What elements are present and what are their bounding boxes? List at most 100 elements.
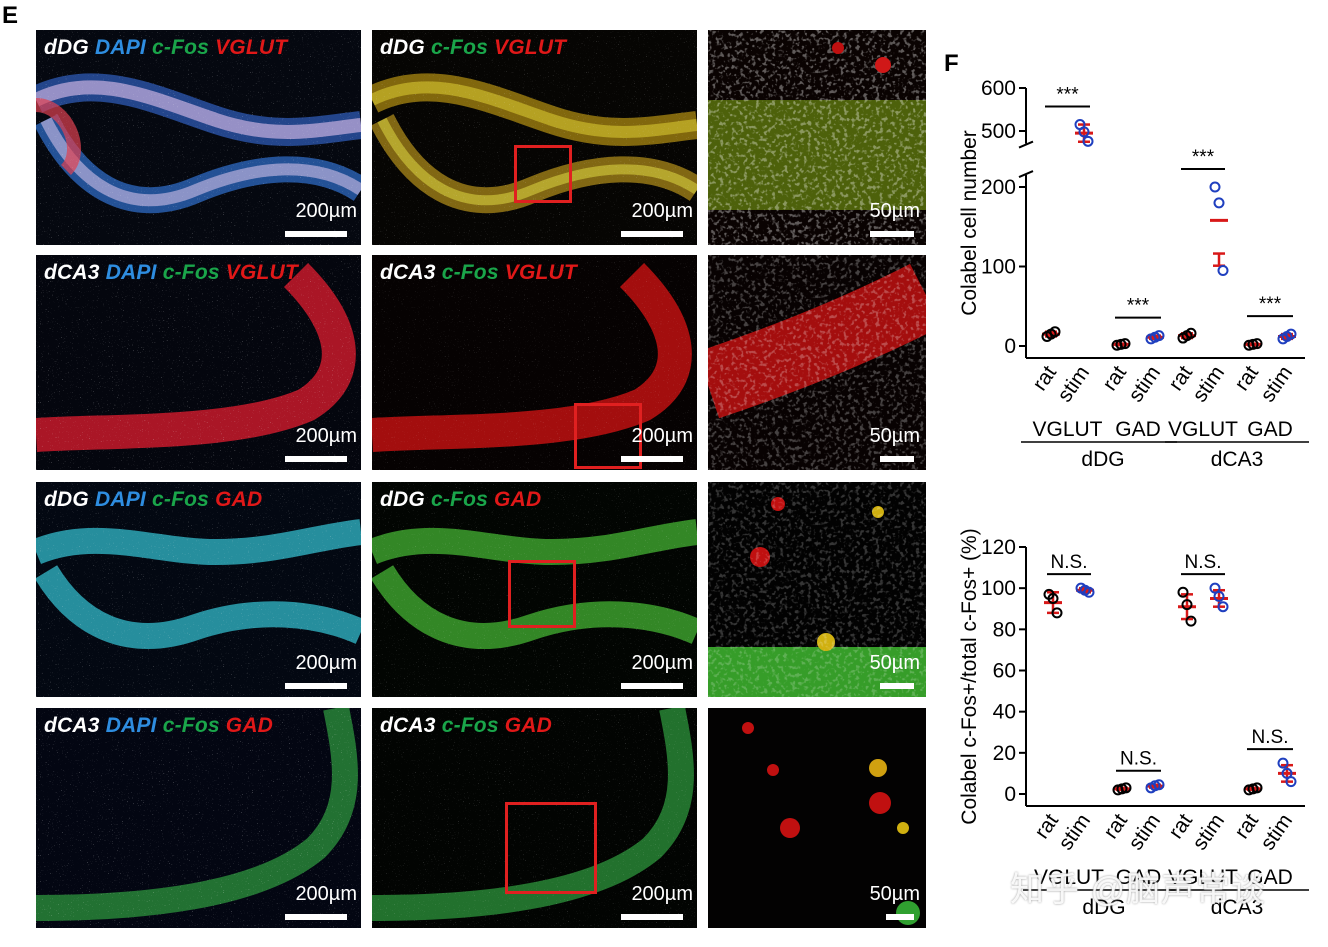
data-point — [1285, 776, 1297, 788]
significance-label: *** — [1127, 296, 1150, 317]
data-point — [1177, 586, 1189, 598]
region-label: dCA3 — [1211, 448, 1264, 471]
data-point — [1285, 328, 1297, 340]
scale-bar — [285, 914, 347, 920]
data-point — [1209, 181, 1221, 193]
scale-bar-label: 200µm — [631, 883, 693, 905]
data-point — [1277, 757, 1289, 769]
x-tick-label: stim — [1124, 362, 1165, 407]
scale-bar-label: 50µm — [869, 883, 920, 905]
scale-bar-label: 200µm — [295, 200, 357, 222]
scale-bar — [886, 914, 914, 920]
group-label: VGLUT — [1168, 418, 1238, 441]
micrograph-row3-merge: dDG DAPI c-Fos GAD 200µm — [36, 482, 361, 697]
y-tick-label: 600 — [981, 77, 1016, 100]
data-point — [1251, 782, 1263, 794]
micrograph-row4-zoom: 50µm — [708, 708, 926, 928]
y-tick-label: 100 — [981, 577, 1016, 600]
group-label: VGLUT — [1034, 866, 1104, 889]
scale-bar — [285, 456, 347, 462]
data-point — [1181, 599, 1193, 611]
group-label: GAD — [1116, 866, 1162, 889]
y-tick-label: 0 — [1004, 335, 1016, 358]
y-axis-label: Colabel c-Fos+/total c-Fos+ (%) — [958, 528, 981, 824]
micrograph-row1-merge: dDG DAPI c-Fos VGLUT 200µm — [36, 30, 361, 245]
scale-bar — [621, 683, 683, 689]
region-label: dDG — [1082, 896, 1125, 919]
roi-box — [574, 403, 642, 469]
scale-bar-label: 200µm — [631, 425, 693, 447]
significance-label: N.S. — [1051, 552, 1088, 573]
data-point — [1217, 264, 1229, 276]
micrograph-row2-zoom: 50µm — [708, 255, 926, 470]
scale-bar — [285, 231, 347, 237]
micrograph-label: dDG DAPI c-Fos GAD — [44, 488, 263, 511]
x-tick-label: stim — [1054, 810, 1095, 855]
scale-bar-label: 200µm — [295, 652, 357, 674]
roi-box — [505, 802, 597, 894]
significance-label: *** — [1192, 147, 1215, 168]
panel-f-label: F — [944, 50, 959, 77]
data-point — [1153, 779, 1165, 791]
group-label: GAD — [1247, 418, 1293, 441]
significance-label: *** — [1056, 85, 1079, 106]
group-label: VGLUT — [1168, 866, 1238, 889]
data-point — [1119, 338, 1131, 350]
scale-bar-label: 200µm — [631, 200, 693, 222]
y-tick-label: 500 — [981, 120, 1016, 143]
roi-box — [514, 145, 572, 203]
data-point — [1083, 586, 1095, 598]
data-point — [1251, 338, 1263, 350]
y-tick-label: 200 — [981, 176, 1016, 199]
x-tick-label: stim — [1188, 362, 1229, 407]
group-label: GAD — [1115, 418, 1161, 441]
data-point — [1049, 326, 1061, 338]
scale-bar-label: 50µm — [869, 200, 920, 222]
y-tick-label: 120 — [981, 536, 1016, 559]
data-point — [1213, 590, 1225, 602]
axis-break-mark — [1018, 170, 1034, 178]
scale-bar-label: 200µm — [295, 883, 357, 905]
significance-label: N.S. — [1120, 749, 1157, 770]
scale-bar — [621, 914, 683, 920]
micrograph-row2-merge: dCA3 DAPI c-Fos VGLUT 200µm — [36, 255, 361, 470]
micrograph-label: dDG c-Fos GAD — [380, 488, 542, 511]
scale-bar — [870, 231, 914, 237]
micrograph-row3-overlay: dDG c-Fos GAD 200µm — [372, 482, 697, 697]
x-tick-label: stim — [1256, 810, 1297, 855]
axis-break-mark — [1018, 140, 1034, 149]
data-point — [1213, 197, 1225, 209]
data-point — [1185, 615, 1197, 627]
data-point — [1185, 327, 1197, 339]
data-point — [1217, 601, 1229, 613]
data-point — [1153, 330, 1165, 342]
data-point — [1120, 782, 1132, 794]
micrograph-label: dCA3 c-Fos VGLUT — [380, 261, 577, 284]
scale-bar — [880, 683, 914, 689]
scale-bar-label: 50µm — [869, 652, 920, 674]
micrograph-row3-zoom: 50µm — [708, 482, 926, 697]
micrograph-label: dDG c-Fos VGLUT — [380, 36, 567, 59]
micrograph-label: dCA3 c-Fos GAD — [380, 714, 553, 737]
scale-bar — [621, 231, 683, 237]
y-tick-label: 20 — [993, 742, 1016, 765]
scale-bar-label: 50µm — [869, 425, 920, 447]
data-point — [1078, 126, 1090, 138]
scale-bar-label: 200µm — [295, 425, 357, 447]
micrograph-row1-overlay: dDG c-Fos VGLUT 200µm — [372, 30, 697, 245]
significance-label: *** — [1259, 294, 1282, 315]
y-tick-label: 80 — [993, 618, 1016, 641]
scale-bar — [621, 456, 683, 462]
x-tick-label: stim — [1053, 362, 1094, 407]
scale-bar — [880, 456, 914, 462]
micrograph-label: dCA3 DAPI c-Fos GAD — [44, 714, 274, 737]
significance-label: N.S. — [1185, 552, 1222, 573]
x-tick-label: stim — [1256, 362, 1297, 407]
region-label: dCA3 — [1211, 896, 1264, 919]
panel-e-label: E — [2, 2, 19, 29]
significance-label: N.S. — [1252, 727, 1289, 748]
x-tick-label: stim — [1188, 810, 1229, 855]
roi-box — [508, 560, 576, 628]
